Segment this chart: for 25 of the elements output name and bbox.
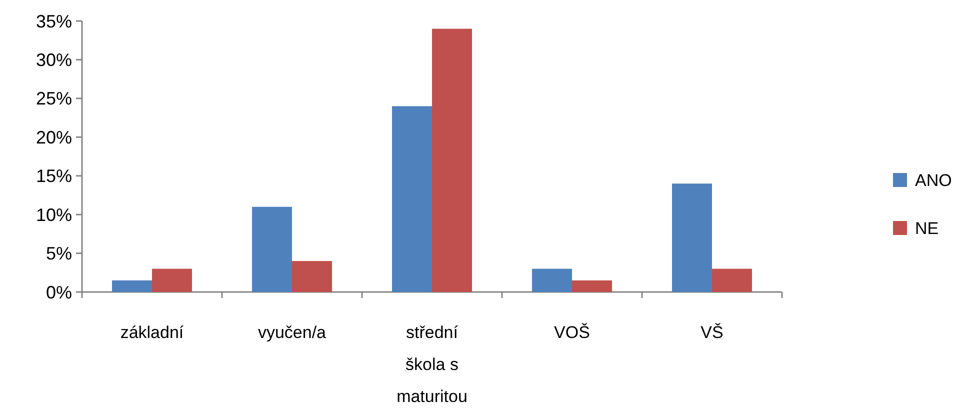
x-tick-label: vyučen/a — [258, 323, 327, 342]
y-tick-label: 25% — [36, 88, 72, 109]
bar — [252, 206, 292, 292]
bar — [292, 261, 332, 292]
y-tick-label: 5% — [46, 244, 72, 264]
y-tick-label: 30% — [36, 50, 72, 70]
bar — [712, 268, 752, 292]
bar — [572, 280, 612, 292]
legend-label: NE — [915, 218, 939, 238]
y-tick-label: 10% — [36, 204, 72, 225]
x-tick-label: základní — [120, 323, 184, 342]
bar — [152, 268, 192, 292]
bar — [532, 268, 572, 292]
y-tick-label: 35% — [36, 11, 72, 32]
bar — [392, 106, 432, 292]
x-tick-label: VŠ — [700, 323, 724, 342]
bar — [672, 184, 712, 292]
bar — [432, 28, 472, 292]
y-tick-label: 0% — [46, 282, 72, 302]
x-tick-label: VOŠ — [554, 323, 590, 342]
y-tick-label: 15% — [36, 166, 72, 186]
x-tick-label: střední škola s maturitou — [396, 323, 468, 406]
legend-label: ANO — [915, 170, 952, 190]
y-tick-label: 20% — [36, 127, 72, 148]
bar — [112, 280, 152, 292]
